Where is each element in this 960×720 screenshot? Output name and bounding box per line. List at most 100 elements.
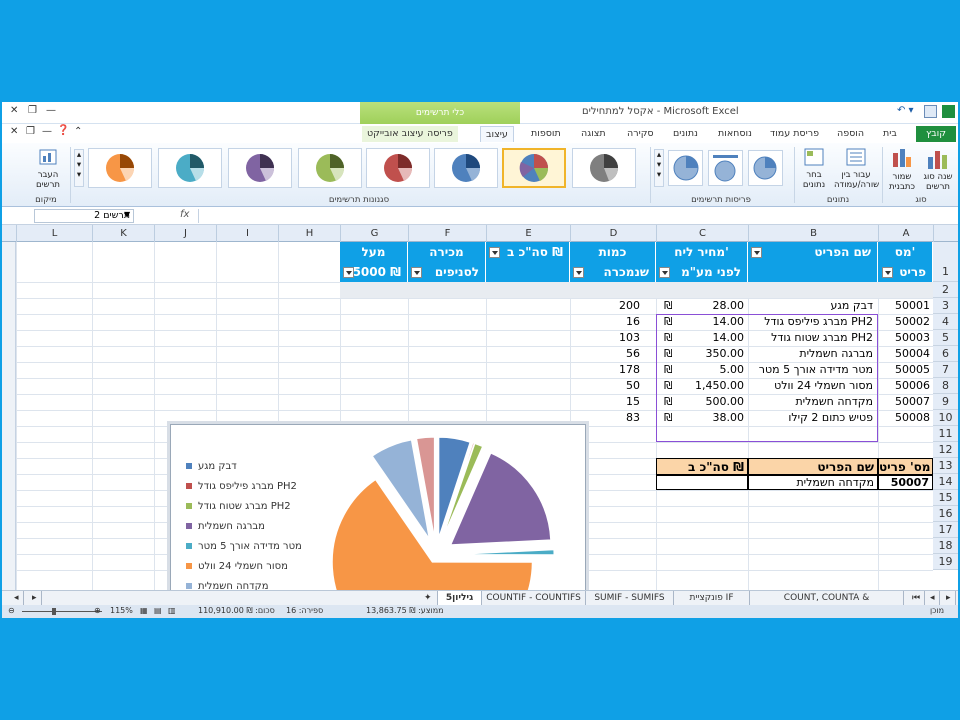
tab-formulas[interactable]: נוסחאות: [718, 128, 752, 139]
tab-view[interactable]: תצוגה: [581, 128, 606, 139]
table-header-c[interactable]: מחיר ליח' לפני מע"מ: [656, 242, 748, 282]
tab-addins[interactable]: תוספות: [531, 128, 561, 139]
tab-review[interactable]: סקירה: [627, 128, 654, 139]
name-box-dropdown-icon[interactable]: ▼: [124, 210, 131, 219]
cell-id[interactable]: 50006: [895, 379, 930, 392]
cell-qty[interactable]: 178: [619, 363, 640, 376]
column-header-f[interactable]: F: [408, 225, 486, 242]
cell-id[interactable]: 50007: [895, 395, 930, 408]
tab-prev-icon[interactable]: ◂: [926, 591, 940, 605]
tab-scroll-right-icon[interactable]: ▸: [28, 591, 42, 605]
cell-qty[interactable]: 50: [626, 379, 640, 392]
pie-chart[interactable]: דבק מגע מברג פיליפס גודל PH2 מברג שטוח גוד…: [170, 424, 586, 618]
lookup-id[interactable]: 50007: [878, 474, 933, 490]
cell-price[interactable]: 1,450.00: [695, 379, 744, 392]
chart-style-5[interactable]: [298, 148, 362, 188]
cell-id[interactable]: 50001: [895, 299, 930, 312]
change-chart-type-button[interactable]: שנה סוג תרשים: [920, 147, 956, 192]
tab-home[interactable]: בית: [883, 128, 897, 139]
chart-layout-3[interactable]: [668, 150, 703, 186]
sheet-tab-countif[interactable]: COUNTIF - COUNTIFS: [482, 591, 586, 605]
row-header-6[interactable]: 6: [933, 346, 958, 362]
tab-design[interactable]: עיצוב: [480, 126, 514, 142]
row-header-2[interactable]: 2: [933, 282, 958, 298]
cell-id[interactable]: 50002: [895, 315, 930, 328]
chart-style-7[interactable]: [158, 148, 222, 188]
save-icon[interactable]: [924, 105, 937, 118]
row-header-15[interactable]: 15: [933, 490, 958, 506]
column-header-h[interactable]: H: [278, 225, 340, 242]
cell-name[interactable]: דבק מגע: [830, 299, 873, 312]
cell-name[interactable]: מקדחה חשמלית: [795, 395, 873, 408]
chart-style-2[interactable]: [502, 148, 566, 188]
table-header-e[interactable]: סה"כ ב ₪: [486, 242, 570, 282]
restore-workbook-icon[interactable]: ❐: [26, 126, 35, 137]
row-header-14[interactable]: 14: [933, 474, 958, 490]
sheet-tab-sumif[interactable]: SUMIF - SUMIFS: [586, 591, 674, 605]
table-header-d[interactable]: כמות שנמכרה: [570, 242, 656, 282]
tab-page-layout[interactable]: פריסת עמוד: [770, 128, 820, 139]
tab-insert[interactable]: הוספה: [837, 128, 865, 139]
minimize-ribbon-icon[interactable]: ⌃: [74, 126, 83, 137]
pie-slice[interactable]: [441, 442, 475, 539]
cell-name[interactable]: מברגה חשמלית: [799, 347, 873, 360]
name-box[interactable]: תרשים 2: [34, 209, 134, 223]
column-header-c[interactable]: C: [656, 225, 748, 242]
row-header-10[interactable]: 10: [933, 410, 958, 426]
row-header-7[interactable]: 7: [933, 362, 958, 378]
lookup-name[interactable]: מקדחה חשמלית: [748, 474, 878, 490]
row-header-11[interactable]: 11: [933, 426, 958, 442]
table-header-a[interactable]: מס' פריט: [878, 242, 933, 282]
filter-dropdown-icon[interactable]: [573, 267, 584, 278]
column-header-k[interactable]: K: [92, 225, 154, 242]
cell-id[interactable]: 50008: [895, 411, 930, 424]
undo-icon[interactable]: ↶ ▾: [897, 105, 914, 116]
row-header-8[interactable]: 8: [933, 378, 958, 394]
filter-dropdown-icon[interactable]: [882, 267, 893, 278]
column-header-g[interactable]: G: [340, 225, 408, 242]
row-header-5[interactable]: 5: [933, 330, 958, 346]
cell-qty[interactable]: 15: [626, 395, 640, 408]
cell-price[interactable]: 28.00: [712, 299, 745, 312]
switch-row-column-button[interactable]: עבור בין שורה/עמודה: [834, 147, 879, 190]
row-header-3[interactable]: 3: [933, 298, 958, 314]
select-all-corner[interactable]: [933, 225, 958, 242]
row-header-19[interactable]: 19: [933, 554, 958, 570]
lookup-total[interactable]: [656, 474, 748, 490]
new-sheet-icon[interactable]: ✦: [420, 591, 438, 605]
fx-icon[interactable]: fx: [180, 209, 190, 220]
cell-price[interactable]: 14.00: [712, 331, 745, 344]
column-header-l[interactable]: L: [16, 225, 92, 242]
chart-style-8[interactable]: [88, 148, 152, 188]
zoom-slider[interactable]: [22, 611, 102, 612]
pie-slice[interactable]: [450, 452, 552, 546]
chart-style-6[interactable]: [228, 148, 292, 188]
help-icon[interactable]: ❓: [57, 125, 70, 136]
minimize-workbook-icon[interactable]: —: [42, 126, 52, 137]
close-workbook-icon[interactable]: ✕: [10, 126, 19, 137]
pie-slice[interactable]: [438, 436, 471, 538]
save-as-template-button[interactable]: שמור כתבנית: [884, 147, 920, 192]
view-break-icon[interactable]: ▥: [168, 606, 176, 615]
row-header-1[interactable]: 1: [933, 242, 958, 282]
filter-dropdown-icon[interactable]: [489, 247, 500, 258]
cell-qty[interactable]: 56: [626, 347, 640, 360]
zoom-in-icon[interactable]: ⊕: [94, 606, 101, 615]
row-header-4[interactable]: 4: [933, 314, 958, 330]
tab-scroll-left-icon[interactable]: ◂: [10, 591, 24, 605]
zoom-thumb[interactable]: [52, 608, 56, 615]
zoom-level[interactable]: 115%: [110, 606, 133, 615]
chart-style-4[interactable]: [366, 148, 430, 188]
chart-style-1[interactable]: [572, 148, 636, 188]
styles-scroll[interactable]: ▴ ▾ ▾: [74, 149, 84, 187]
tab-format[interactable]: עיצוב אובייקט: [362, 126, 429, 142]
cell-id[interactable]: 50003: [895, 331, 930, 344]
filter-dropdown-icon[interactable]: [751, 247, 762, 258]
cell-id[interactable]: 50005: [895, 363, 930, 376]
chart-layout-2[interactable]: [708, 150, 743, 186]
table-header-g[interactable]: מעל 5000 ₪: [340, 242, 408, 282]
tab-next-icon[interactable]: ▸: [942, 591, 956, 605]
chart-style-3[interactable]: [434, 148, 498, 188]
table-header-b[interactable]: שם הפריט: [748, 242, 878, 282]
